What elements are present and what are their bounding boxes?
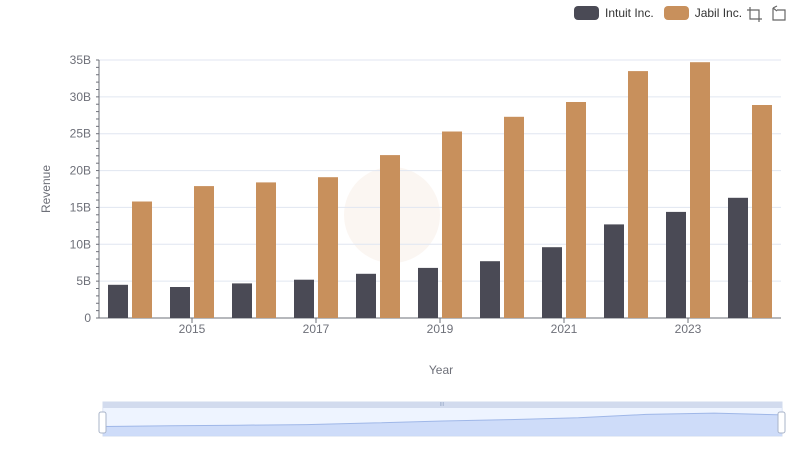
x-axis: 2015 2017 2019 2021 2023	[99, 317, 781, 336]
zoom-slider-top-bar[interactable]	[103, 402, 782, 408]
x-tick-label: 2023	[675, 322, 702, 336]
y-tick-label: 30B	[70, 90, 91, 104]
legend-label-intuit: Intuit Inc.	[605, 6, 654, 20]
toolbox	[746, 5, 788, 23]
bar-jabil-2015[interactable]	[194, 186, 214, 318]
bar-series	[108, 62, 772, 319]
legend-item-jabil[interactable]: Jabil Inc.	[663, 6, 743, 20]
y-axis: 0 5B 10B 15B 20B 25B 30B 35B	[70, 53, 100, 325]
y-tick-label: 25B	[70, 127, 91, 141]
bar-intuit-2014[interactable]	[108, 284, 128, 318]
bar-intuit-2017[interactable]	[294, 279, 314, 318]
bar-intuit-2016[interactable]	[232, 283, 252, 318]
x-tick-label: 2019	[427, 322, 454, 336]
restore-icon[interactable]	[770, 5, 788, 23]
zoom-slider-preview-line	[102, 412, 783, 427]
bar-intuit-2019[interactable]	[418, 267, 438, 318]
x-axis-title: Year	[429, 363, 453, 377]
y-tick-label: 5B	[76, 274, 91, 288]
bar-jabil-2018[interactable]	[380, 155, 400, 318]
bar-jabil-2024[interactable]	[752, 105, 772, 318]
x-tick-label: 2015	[179, 322, 206, 336]
zoom-icon[interactable]	[746, 5, 764, 23]
y-tick-label: 35B	[70, 53, 91, 67]
zoom-slider-left-handle[interactable]	[98, 411, 107, 434]
legend-label-jabil: Jabil Inc.	[694, 6, 743, 20]
bar-jabil-2022[interactable]	[628, 71, 648, 318]
bar-jabil-2017[interactable]	[318, 177, 338, 318]
bar-jabil-2016[interactable]	[256, 182, 276, 318]
bar-intuit-2020[interactable]	[480, 261, 500, 318]
bar-intuit-2021[interactable]	[542, 247, 562, 318]
zoom-slider-drag-glyph[interactable]: III	[440, 402, 444, 408]
bar-intuit-2018[interactable]	[356, 273, 376, 318]
y-axis-title: Revenue	[39, 165, 53, 213]
bar-intuit-2024[interactable]	[728, 197, 748, 318]
x-tick-label: 2017	[303, 322, 330, 336]
bar-intuit-2015[interactable]	[170, 287, 190, 318]
bar-jabil-2023[interactable]	[690, 62, 710, 319]
legend-swatch-jabil	[663, 6, 689, 20]
data-zoom-slider[interactable]: III	[98, 401, 786, 437]
y-tick-label: 15B	[70, 200, 91, 214]
zoom-slider-preview-area	[103, 413, 782, 436]
bar-jabil-2021[interactable]	[566, 102, 586, 318]
x-tick-label: 2021	[551, 322, 578, 336]
bar-jabil-2020[interactable]	[504, 116, 524, 318]
legend-swatch-intuit	[574, 6, 599, 20]
legend: Intuit Inc. Jabil Inc.	[574, 4, 742, 22]
y-tick-label: 0	[84, 311, 91, 325]
bar-intuit-2023[interactable]	[666, 211, 686, 318]
bar-jabil-2014[interactable]	[132, 201, 152, 319]
zoom-slider-right-handle[interactable]	[777, 411, 786, 434]
y-tick-label: 10B	[70, 237, 91, 251]
bar-jabil-2019[interactable]	[442, 131, 462, 319]
legend-item-intuit[interactable]: Intuit Inc.	[574, 6, 654, 20]
bar-intuit-2022[interactable]	[604, 224, 624, 318]
y-tick-label: 20B	[70, 164, 91, 178]
